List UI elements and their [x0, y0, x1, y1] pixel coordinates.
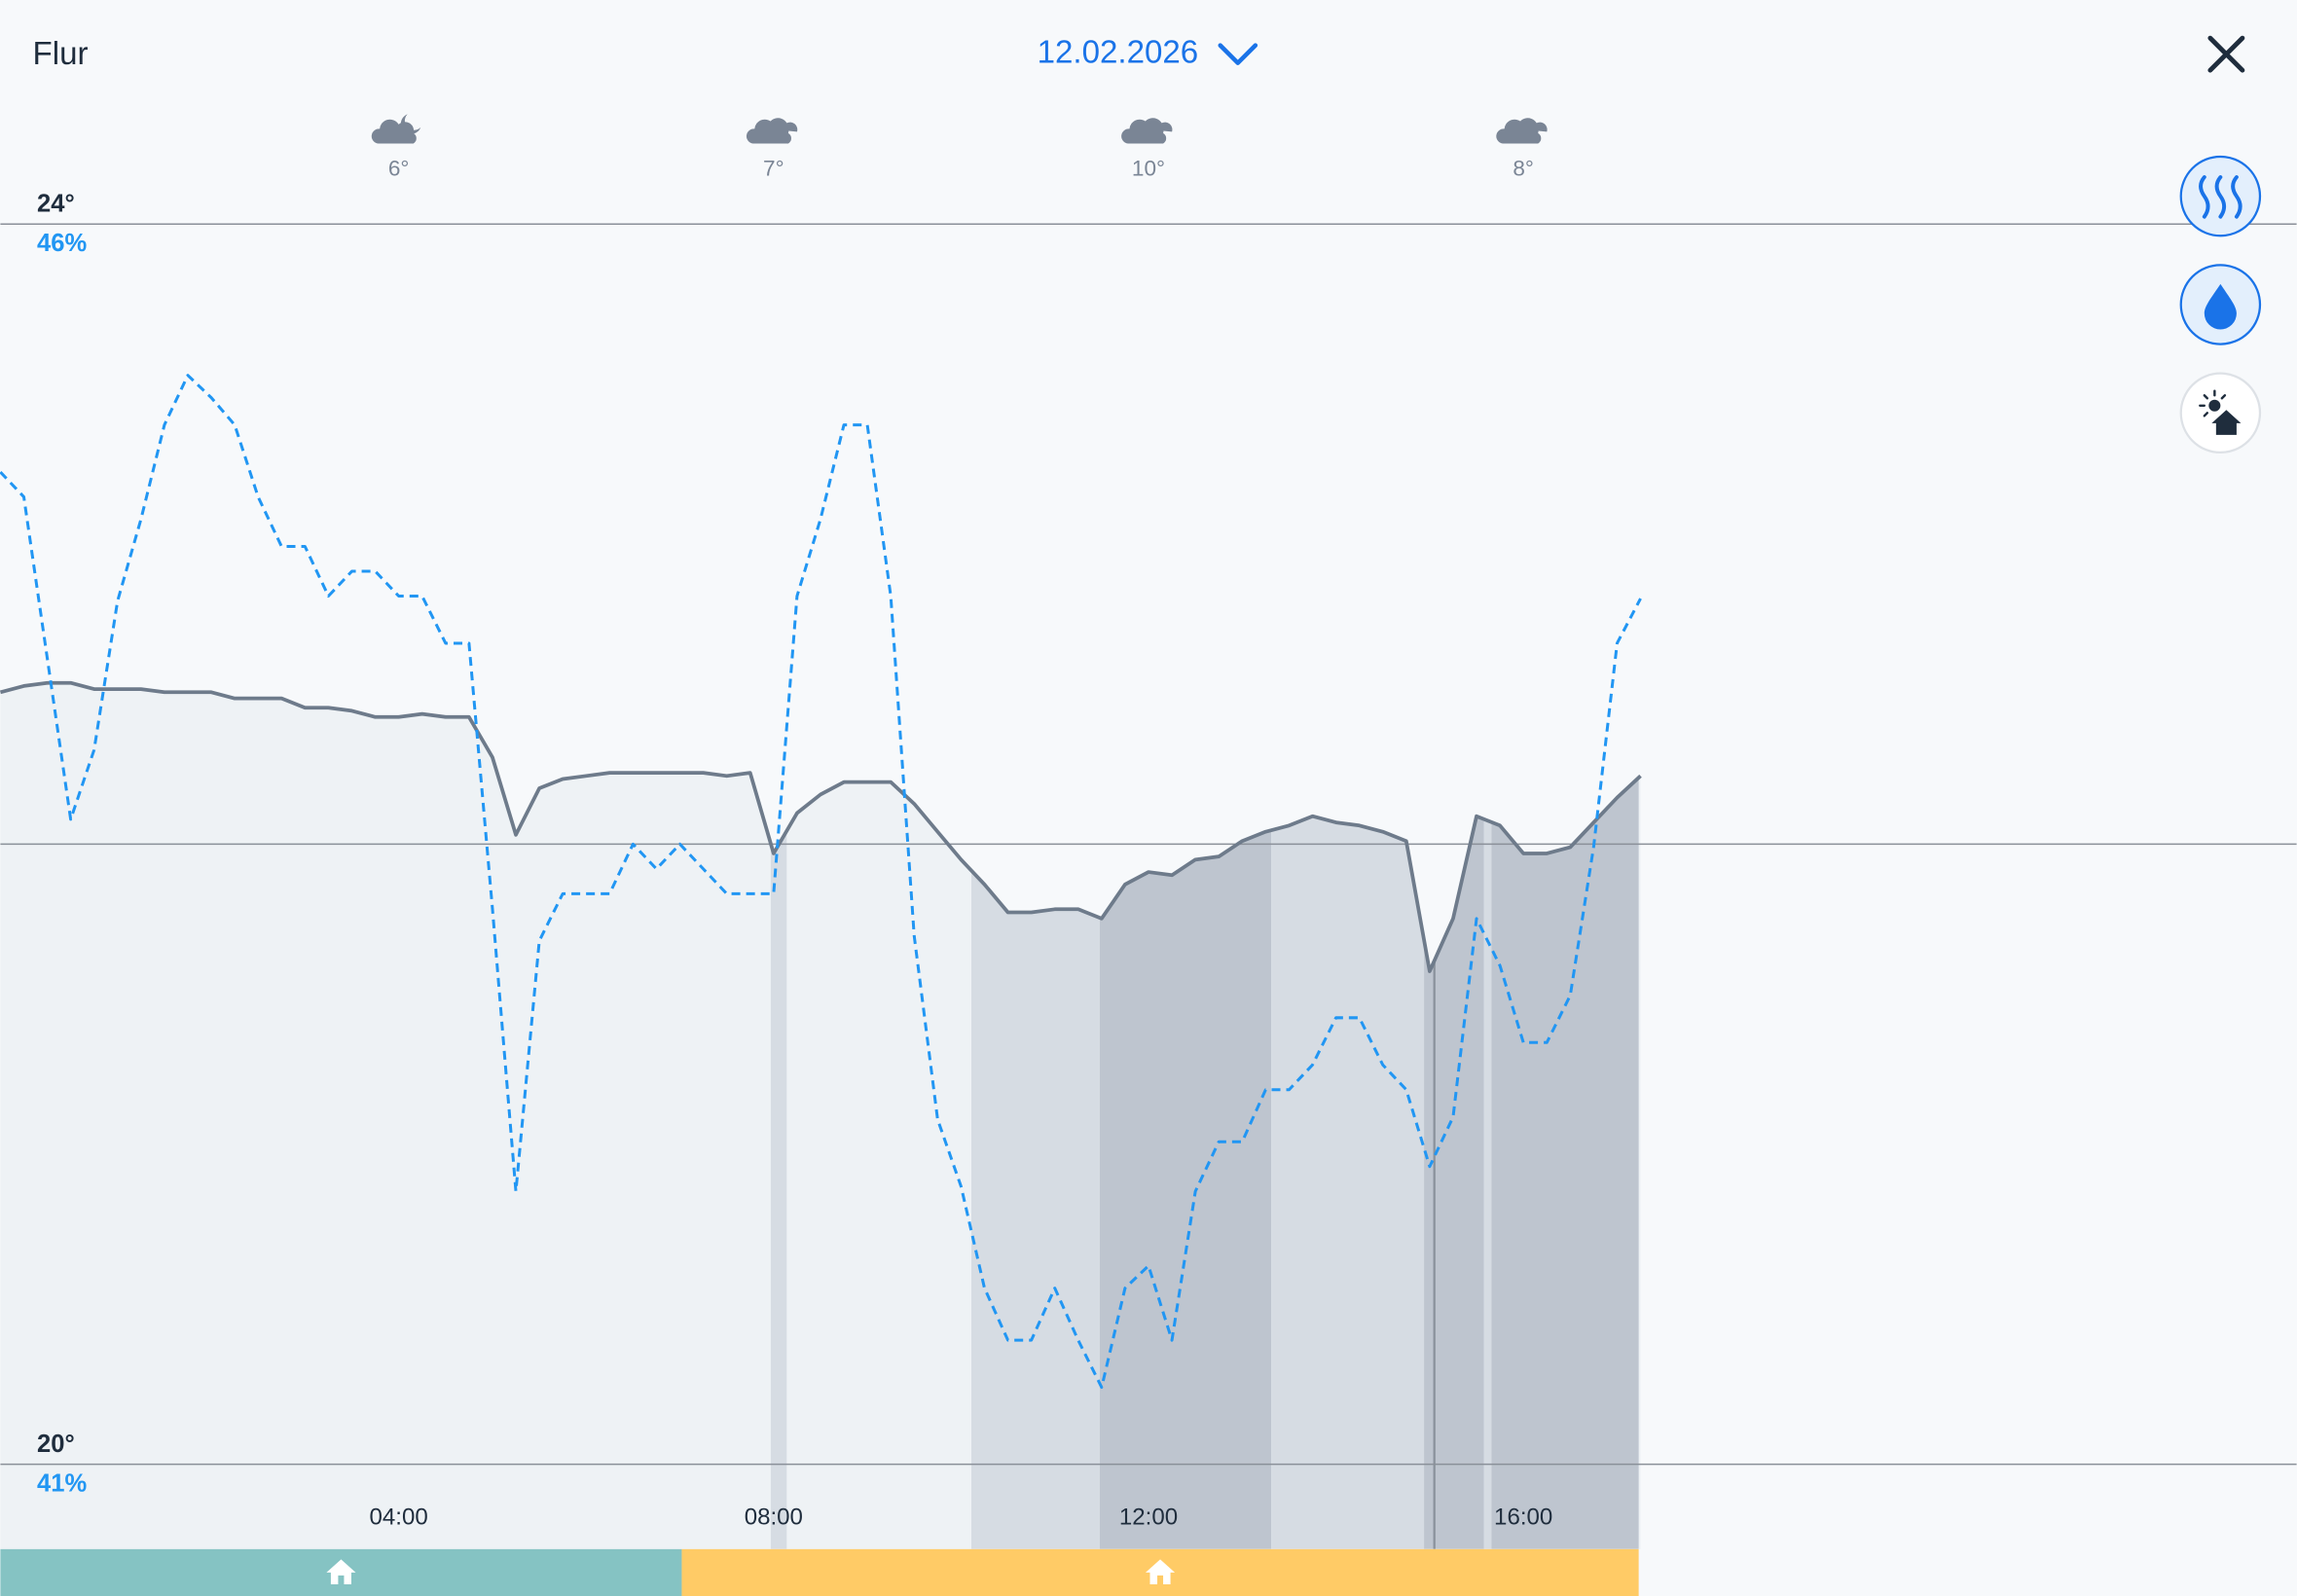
cloud [746, 119, 791, 144]
home-icon [1145, 1559, 1176, 1584]
x-tick-label: 08:00 [745, 1505, 803, 1531]
cloud [1496, 119, 1542, 144]
humidity-toggle[interactable] [2179, 264, 2262, 345]
weather-icon [371, 114, 421, 144]
close-button[interactable] [2207, 35, 2245, 73]
weather-icon [1121, 118, 1173, 144]
x-tick-label: 12:00 [1119, 1505, 1178, 1531]
cloud [371, 119, 417, 144]
humidity-line [0, 374, 1642, 1390]
outdoor-toggle[interactable] [2179, 372, 2262, 454]
heating-toggle[interactable] [2179, 155, 2262, 237]
y2-tick-label: 41% [37, 1469, 87, 1497]
weather-temp: 10° [1132, 156, 1165, 180]
x-tick-label: 04:00 [370, 1505, 428, 1531]
home-icon [326, 1559, 356, 1584]
weather-temp: 8° [1513, 156, 1534, 180]
weather-temp: 6° [388, 156, 410, 180]
y2-tick-label: 46% [37, 230, 87, 257]
y-tick-label: 20° [37, 1431, 75, 1458]
date-chevron[interactable] [1218, 43, 1258, 65]
x-tick-label: 16:00 [1494, 1505, 1552, 1531]
cloud [1121, 119, 1167, 144]
room-title: Flur [33, 36, 89, 72]
band [770, 682, 787, 1549]
weather-icon [1496, 118, 1548, 144]
band [1483, 682, 1492, 1549]
y-tick-label: 24° [37, 190, 75, 217]
weather-icon [746, 118, 798, 144]
weather-temp: 7° [763, 156, 784, 180]
temperature-line [0, 680, 1642, 973]
date-picker[interactable]: 12.02.2026 [1038, 34, 1199, 70]
